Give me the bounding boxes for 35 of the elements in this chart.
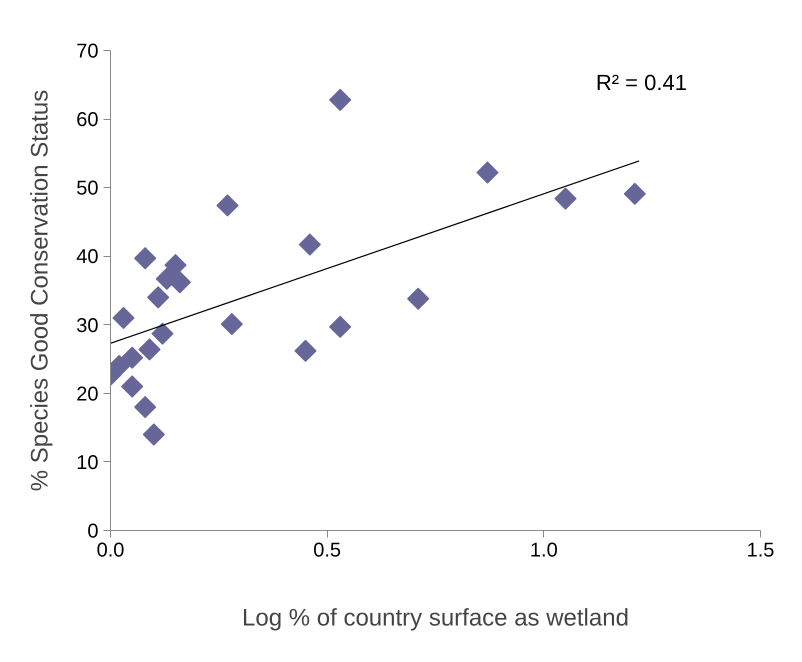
point [624, 182, 646, 205]
x-tick-label: 0.5 [313, 540, 342, 562]
y-tick-label: 30 [76, 314, 99, 337]
point [476, 161, 499, 184]
point [138, 338, 161, 361]
point [151, 322, 174, 345]
point [554, 188, 577, 210]
point [329, 88, 352, 111]
point [407, 288, 430, 310]
y-tick-label: 70 [76, 40, 99, 62]
y-tick-label: 60 [76, 109, 99, 132]
x-tick-label: 0.0 [96, 540, 124, 562]
annotation: R² = 0.41 [596, 70, 687, 96]
point [112, 306, 135, 330]
point [164, 254, 187, 276]
y-tick-label: 0 [87, 520, 98, 542]
x-tick-label: 1.5 [746, 540, 774, 562]
point [142, 423, 165, 446]
x-axis-title: Log % of country surface as wetland [242, 604, 629, 632]
y-tick-label: 10 [76, 452, 99, 474]
y-tick-label: 40 [76, 246, 99, 268]
point [147, 286, 170, 308]
point [294, 340, 317, 362]
x-tick-label: 1.0 [530, 540, 558, 562]
point [298, 233, 321, 256]
point [329, 316, 352, 338]
point [134, 396, 156, 418]
point [134, 247, 156, 270]
point [216, 194, 239, 217]
y-tick-label: 20 [76, 383, 99, 406]
point [121, 375, 144, 398]
y-tick-label: 50 [76, 178, 99, 200]
point [220, 312, 243, 336]
y-axis-title: % Species Good Conservation Status [26, 90, 54, 492]
point [121, 346, 144, 369]
